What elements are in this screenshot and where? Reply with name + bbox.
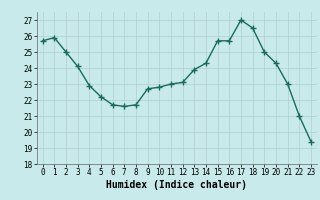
X-axis label: Humidex (Indice chaleur): Humidex (Indice chaleur) xyxy=(106,180,247,190)
